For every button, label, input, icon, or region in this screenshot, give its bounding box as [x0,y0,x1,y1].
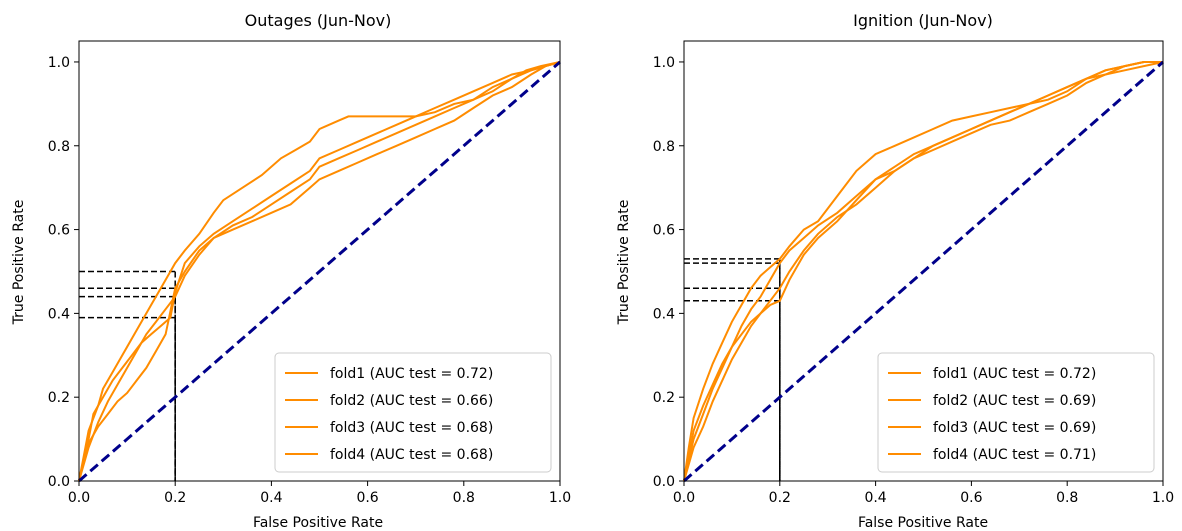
plot-frame [78,40,561,482]
y-tick-label: 0.4 [653,306,675,322]
chance-diagonal-line [78,60,561,483]
y-tick-label: 1.0 [653,55,675,71]
legend-entry: fold3 (AUC test = 0.69) [933,420,1096,436]
roc-curve-line [683,61,1163,482]
x-tick-label: 0.4 [260,490,282,506]
legend-box [274,352,552,473]
roc-curve-line [78,61,561,482]
legend-entry: fold3 (AUC test = 0.68) [330,420,493,436]
legend-entry: fold1 (AUC test = 0.72) [330,366,493,382]
chart-title: Ignition (Jun-Nov) [853,11,993,30]
x-axis-label: False Positive Rate [858,515,988,531]
plot-area: 0.0 0.2 0.4 0.6 0.8 1.0 0.0 0.2 0.4 0.6 0.8 1.0 fold… [48,40,571,506]
y-axis-label: True Positive Rate [616,200,632,326]
x-tick-label: 0.2 [769,490,791,506]
chart-ignition: Ignition (Jun-Nov) False Positive Rate T… [616,11,1174,531]
y-tick-label: 0.2 [653,390,675,406]
y-tick-label: 0.2 [48,390,70,406]
x-tick-label: 0.6 [356,490,378,506]
legend-entry: fold4 (AUC test = 0.71) [933,447,1096,463]
x-tick-label: 0.4 [864,490,886,506]
plot-area: 0.0 0.2 0.4 0.6 0.8 1.0 0.0 0.2 0.4 0.6 0.8 1.0 fold… [653,40,1174,506]
roc-curve-line [683,61,1164,482]
y-tick-label: 0.0 [653,474,675,490]
legend-entry: fold2 (AUC test = 0.69) [933,393,1096,409]
legend-entry: fold2 (AUC test = 0.66) [330,393,493,409]
chart-title: Outages (Jun-Nov) [245,11,392,30]
x-tick-label: 0.6 [960,490,982,506]
x-tick-label: 0.8 [453,490,475,506]
x-tick-label: 0.8 [1056,490,1078,506]
y-tick-label: 0.0 [48,474,70,490]
y-tick-label: 0.4 [48,306,70,322]
roc-curve-line [78,61,561,482]
legend-entry: fold4 (AUC test = 0.68) [330,447,493,463]
x-tick-label: 1.0 [549,490,571,506]
roc-curve-line [683,61,1163,482]
x-tick-label: 1.0 [1152,490,1174,506]
y-tick-label: 0.6 [653,223,675,239]
x-tick-label: 0.0 [673,490,695,506]
y-tick-label: 0.8 [653,139,675,155]
x-tick-label: 0.0 [68,490,90,506]
legend-entry: fold1 (AUC test = 0.72) [933,366,1096,382]
chance-diagonal-line [683,60,1164,483]
x-tick-label: 0.2 [164,490,186,506]
y-tick-label: 0.8 [48,139,70,155]
chart-outages: Outages (Jun-Nov) False Positive Rate Tr… [11,11,571,531]
y-tick-label: 1.0 [48,55,70,71]
y-tick-label: 0.6 [48,223,70,239]
roc-curve-line [78,61,561,482]
plot-frame [683,40,1164,482]
y-axis-label: True Positive Rate [11,200,27,326]
x-axis-label: False Positive Rate [253,515,383,531]
roc-curve-line [78,61,561,482]
legend-box [877,352,1155,473]
